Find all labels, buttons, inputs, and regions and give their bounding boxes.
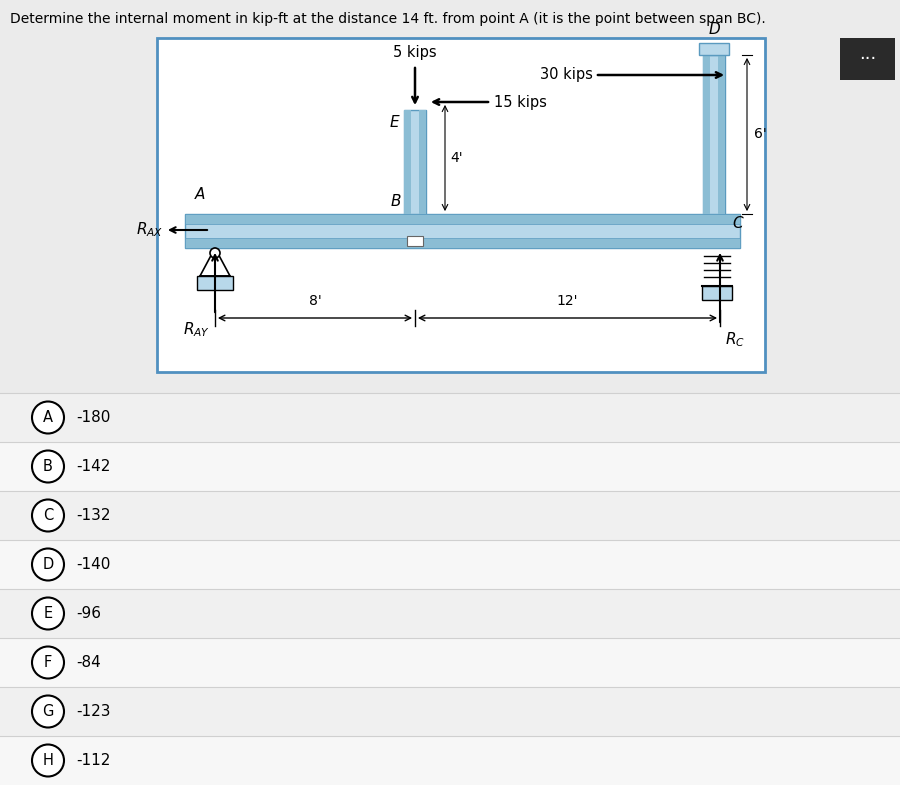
Text: C: C — [43, 508, 53, 523]
Bar — [703, 55, 710, 214]
Text: H: H — [42, 753, 53, 768]
Text: $R_{AY}$: $R_{AY}$ — [183, 320, 210, 338]
Text: F: F — [44, 655, 52, 670]
Circle shape — [32, 744, 64, 776]
Text: -112: -112 — [76, 753, 111, 768]
Circle shape — [32, 499, 64, 531]
Text: 4': 4' — [450, 151, 463, 165]
Text: -142: -142 — [76, 459, 111, 474]
Text: 5 kips: 5 kips — [393, 45, 436, 60]
Bar — [0, 393, 900, 442]
Bar — [840, 38, 895, 80]
Bar — [718, 55, 725, 214]
Text: 6': 6' — [754, 127, 767, 141]
Text: B: B — [43, 459, 53, 474]
Circle shape — [32, 647, 64, 678]
Bar — [404, 110, 411, 214]
Text: A: A — [43, 410, 53, 425]
Text: E: E — [390, 115, 399, 130]
Text: D: D — [42, 557, 54, 572]
Text: 12': 12' — [557, 294, 578, 308]
Bar — [404, 110, 426, 214]
Circle shape — [32, 401, 64, 433]
Circle shape — [32, 597, 64, 630]
Text: 8': 8' — [309, 294, 321, 308]
Bar — [197, 276, 233, 290]
Bar — [0, 491, 900, 540]
Bar — [185, 239, 740, 248]
Bar — [699, 43, 729, 55]
Bar — [157, 38, 765, 372]
Text: -84: -84 — [76, 655, 101, 670]
Text: ···: ··· — [859, 50, 876, 68]
Bar — [419, 110, 426, 214]
Bar — [0, 540, 900, 589]
Bar — [0, 736, 900, 785]
Text: -96: -96 — [76, 606, 101, 621]
Text: -123: -123 — [76, 704, 111, 719]
Text: A: A — [194, 187, 205, 202]
Bar — [407, 236, 423, 246]
Text: -132: -132 — [76, 508, 111, 523]
Text: -140: -140 — [76, 557, 111, 572]
Text: G: G — [42, 704, 54, 719]
Text: E: E — [43, 606, 52, 621]
Text: 30 kips: 30 kips — [540, 68, 593, 82]
Bar — [185, 214, 740, 248]
Circle shape — [32, 549, 64, 580]
Text: $R_{AX}$: $R_{AX}$ — [136, 221, 163, 239]
Text: D: D — [708, 22, 720, 37]
Circle shape — [32, 696, 64, 728]
Bar — [0, 687, 900, 736]
Text: -180: -180 — [76, 410, 111, 425]
Bar — [702, 286, 732, 300]
Bar — [703, 55, 725, 214]
Circle shape — [32, 451, 64, 483]
Polygon shape — [200, 248, 230, 276]
Bar — [185, 214, 740, 224]
Text: C: C — [732, 216, 742, 231]
Text: B: B — [391, 194, 401, 209]
Bar — [0, 589, 900, 638]
Bar — [0, 442, 900, 491]
Circle shape — [210, 248, 220, 258]
Text: 15 kips: 15 kips — [494, 94, 547, 109]
Text: Determine the internal moment in kip-ft at the distance 14 ft. from point A (it : Determine the internal moment in kip-ft … — [10, 12, 766, 26]
Bar — [0, 638, 900, 687]
Text: $R_C$: $R_C$ — [725, 330, 745, 349]
